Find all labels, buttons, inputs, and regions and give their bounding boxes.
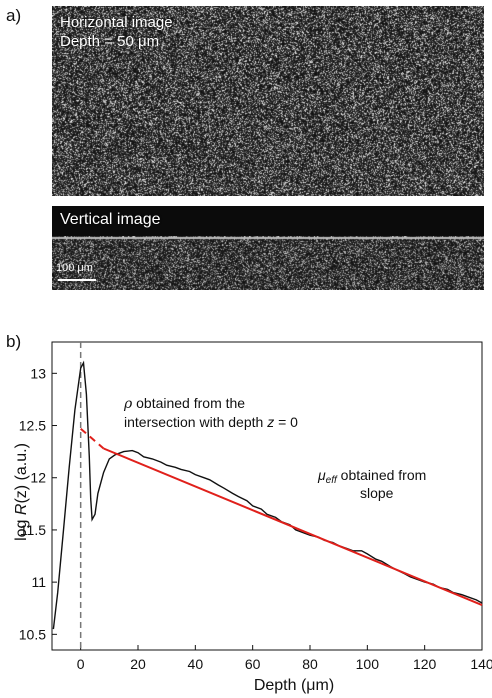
x-tick-label: 40 [188, 656, 204, 672]
panel-b-label: b) [6, 332, 22, 351]
panel-a-label: a) [6, 6, 22, 25]
y-tick-label: 11 [31, 574, 46, 590]
plot-frame [51, 341, 483, 651]
annotation-mu-line2: slope [360, 485, 394, 501]
y-tick-label: 13 [30, 365, 46, 381]
scale-bar-label: 100 μm [56, 262, 93, 274]
y-axis-label: log R(z) (a.u.) [13, 443, 30, 541]
vertical-image-header [52, 206, 484, 236]
vertical-image [52, 236, 484, 290]
y-tick-label: 12.5 [19, 418, 46, 434]
x-tick-label: 100 [356, 656, 380, 672]
x-tick-label: 120 [413, 656, 437, 672]
annotation-rho-line1: ρ obtained from the [123, 395, 245, 412]
horizontal-image [52, 6, 484, 196]
x-tick-label: 0 [77, 656, 85, 672]
x-tick-label: 60 [245, 656, 261, 672]
y-tick-label: 11.5 [20, 522, 46, 538]
annotation-rho-line2: intersection with depth z = 0 [124, 414, 298, 430]
x-tick-label: 80 [302, 656, 318, 672]
vertical-image-title: Vertical image [60, 211, 161, 228]
fit-line [103, 447, 483, 607]
y-tick-label: 10.5 [19, 626, 46, 642]
annotation-mu-line1: μeff obtained from [317, 467, 426, 486]
x-tick-label: 20 [130, 656, 146, 672]
measured-curve [52, 360, 483, 630]
scale-bar [58, 279, 96, 281]
x-axis-label: Depth (μm) [254, 677, 334, 694]
x-tick-label: 140 [470, 656, 492, 672]
y-tick-label: 12 [30, 470, 46, 486]
horizontal-image-depth: Depth = 50 μm [60, 33, 160, 50]
horizontal-image-title: Horizontal image [60, 14, 173, 31]
fit-extrapolation [80, 427, 105, 450]
